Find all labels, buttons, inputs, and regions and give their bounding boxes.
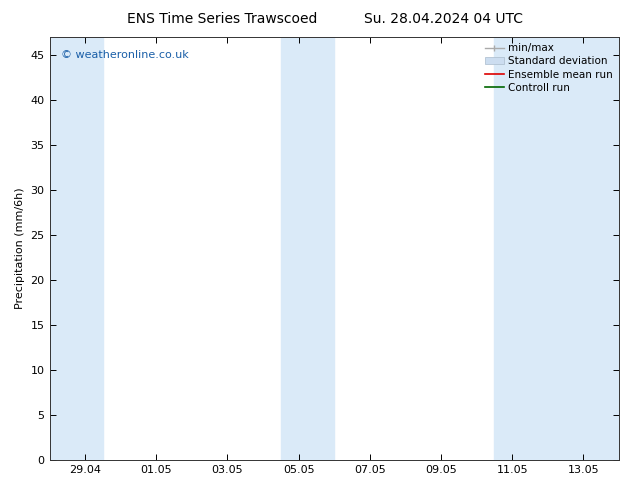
Text: ENS Time Series Trawscoed: ENS Time Series Trawscoed: [127, 12, 317, 26]
Bar: [495, 37, 619, 460]
Bar: [49, 37, 103, 460]
Bar: [281, 37, 334, 460]
Y-axis label: Precipitation (mm/6h): Precipitation (mm/6h): [15, 188, 25, 309]
Text: © weatheronline.co.uk: © weatheronline.co.uk: [61, 50, 189, 60]
Legend: min/max, Standard deviation, Ensemble mean run, Controll run: min/max, Standard deviation, Ensemble me…: [481, 39, 617, 97]
Text: Su. 28.04.2024 04 UTC: Su. 28.04.2024 04 UTC: [365, 12, 523, 26]
